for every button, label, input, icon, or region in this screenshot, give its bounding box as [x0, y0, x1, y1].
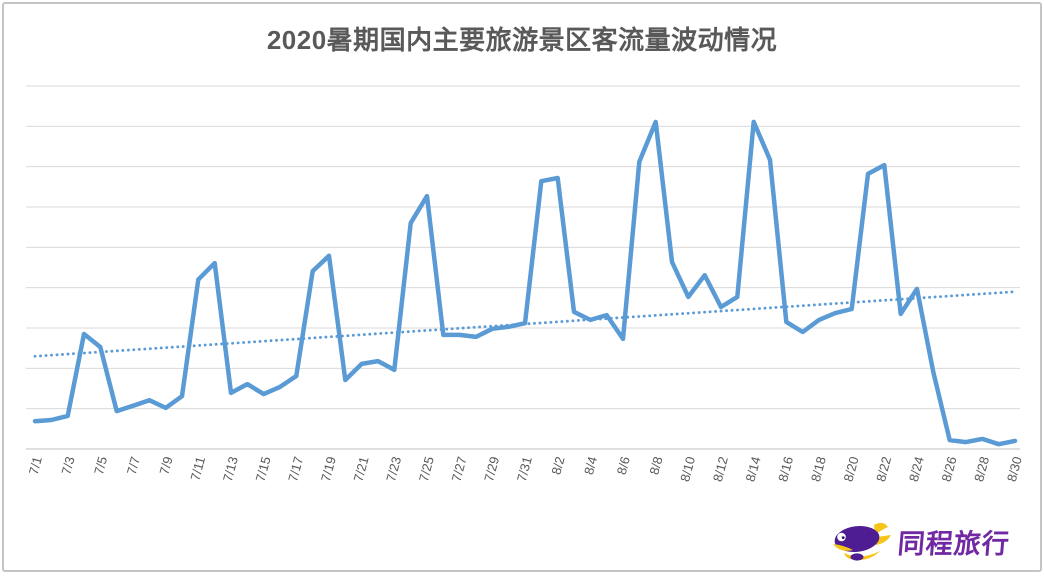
x-tick-label: 8/30 [1004, 455, 1025, 483]
x-tick-label: 8/28 [971, 455, 992, 483]
x-tick-label: 7/7 [124, 455, 143, 476]
x-tick-label: 7/19 [318, 455, 339, 483]
mascot-chin [833, 544, 853, 551]
x-tick-label: 8/22 [873, 455, 894, 483]
x-tick-label: 7/3 [58, 455, 77, 476]
x-tick-label: 7/5 [91, 455, 110, 476]
x-tick-label: 7/15 [253, 455, 274, 483]
x-tick-label: 7/9 [156, 455, 175, 476]
x-tick-label: 8/2 [548, 455, 567, 476]
x-tick-label: 7/31 [514, 455, 535, 483]
mascot-pupil [841, 536, 845, 539]
line-chart-plot: 7/1 7/3 7/5 7/7 7/9 7/11 7/13 7/15 7/17 7/19 7/21 7… [26, 85, 1025, 483]
mascot-lower-fin [850, 553, 864, 561]
x-tick-label: 8/16 [775, 455, 796, 483]
x-tick-label: 8/10 [677, 455, 698, 483]
mascot-tail-right [876, 535, 891, 545]
tongcheng-logo: 同程旅行 [830, 518, 1012, 564]
chart-title: 2020暑期国内主要旅游景区客流量波动情况 [266, 25, 778, 55]
x-tick-label: 8/20 [841, 455, 862, 483]
x-tick-label: 8/12 [710, 455, 731, 483]
x-tick-label: 7/29 [481, 455, 502, 483]
x-tick-label: 7/1 [26, 455, 45, 476]
x-tick-label: 8/24 [906, 455, 927, 483]
x-tick-label: 7/27 [449, 455, 470, 483]
x-tick-label: 8/6 [614, 455, 633, 476]
logo-text: 同程旅行 [896, 528, 1012, 559]
x-tick-label: 8/18 [808, 455, 829, 483]
x-tick-label: 7/25 [416, 455, 437, 483]
x-tick-label: 7/23 [383, 455, 404, 483]
x-tick-label: 7/17 [285, 455, 306, 483]
mascot-eye [837, 532, 846, 542]
x-tick-label: 8/26 [939, 455, 960, 483]
x-tick-label: 8/8 [646, 455, 665, 476]
mascot-tail-top [874, 522, 888, 535]
airship-mascot-icon [833, 522, 891, 561]
x-tick-label: 7/13 [220, 455, 241, 483]
x-tick-label: 8/14 [743, 455, 764, 483]
mascot-body [834, 526, 880, 552]
visitor-flow-series-line [32, 119, 1018, 447]
x-tick-label: 7/21 [351, 455, 372, 483]
x-tick-label: 8/4 [581, 455, 600, 476]
x-tick-label: 7/11 [187, 455, 208, 482]
